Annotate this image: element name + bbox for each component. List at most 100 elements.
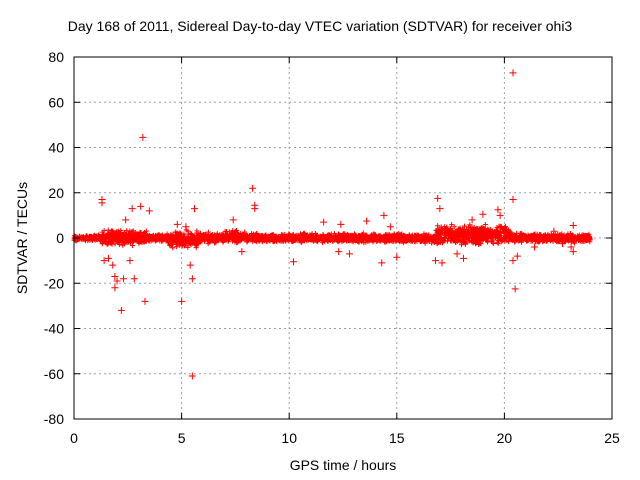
band-point [581,238,587,244]
band-point [165,238,171,244]
band-point [416,237,422,243]
band-point [484,234,490,240]
band-point [314,238,320,244]
band-point [168,242,174,248]
band-point [494,224,500,230]
band-point [280,235,286,241]
band-point [462,241,468,247]
outlier-point [567,243,575,251]
band-point [260,238,266,244]
band-point [471,231,477,237]
band-point [130,243,136,249]
outlier-point [111,284,119,292]
band-point [141,235,147,241]
band-point [474,233,480,239]
outlier-point [380,211,388,219]
band-point [223,235,229,241]
band-point [449,222,455,228]
band-point [255,236,261,242]
band-point [224,231,230,237]
band-point [282,231,288,237]
band-point [410,234,416,240]
band-point [548,235,554,241]
band-point [222,228,228,234]
x-tick-label: 25 [604,430,620,446]
outlier-point [229,216,237,224]
band-point [239,234,245,240]
y-tick-label: 40 [48,140,64,156]
band-point [300,237,306,243]
band-point [159,233,165,239]
outlier-point [453,250,461,258]
band-point [330,234,336,240]
band-point [327,232,333,238]
outlier-point [251,201,259,209]
outlier-point [479,210,487,218]
outlier-point [173,220,181,228]
band-point [527,233,533,239]
band-point [202,236,208,242]
band-point [434,241,440,247]
outlier-point [122,216,130,224]
outlier-point [109,261,117,269]
band-point [284,237,290,243]
band-point [189,240,195,246]
dense-band-points [71,222,593,251]
band-point [451,224,457,230]
band-point [112,230,118,236]
outlier-point [550,227,558,235]
band-point [421,239,427,245]
band-point [413,233,419,239]
band-point [446,236,452,242]
band-point [542,232,548,238]
outlier-point [186,261,194,269]
band-point [227,233,233,239]
band-point [96,233,102,239]
band-point [245,237,251,243]
band-point [584,233,590,239]
band-point [225,238,231,244]
outlier-point [100,257,108,265]
band-point [558,236,564,242]
y-tick-label: 80 [48,49,64,65]
band-point [487,228,493,234]
band-point [272,236,278,242]
outlier-point [130,275,138,283]
band-point [111,234,117,240]
outlier-point [468,216,476,224]
band-point [452,236,458,242]
band-point [435,223,441,229]
band-point [333,235,339,241]
band-point [250,234,256,240]
outlier-point [434,194,442,202]
outlier-point [188,372,196,380]
band-point [74,236,80,242]
band-point [232,229,238,235]
band-point [426,238,432,244]
band-point [524,236,530,242]
outlier-point [238,248,246,256]
band-point [297,231,303,237]
outlier-point [119,275,127,283]
band-point [459,236,465,242]
band-point [438,227,444,233]
x-tick-label: 10 [281,430,297,446]
band-point [492,232,498,238]
band-point [529,235,535,241]
band-point [132,237,138,243]
band-point [561,233,567,239]
band-point [409,235,415,241]
band-point [117,242,123,248]
axis-ticks: 0 5 10 15 20 25 -80 -60 -40 -20 0 20 40 60 80 [44,49,620,446]
band-point [456,229,462,235]
band-point [127,240,133,246]
outlier-point [531,243,539,251]
band-point [536,237,542,243]
band-point [497,223,503,229]
band-point [238,230,244,236]
outlier-point [436,205,444,213]
band-point [490,241,496,247]
outlier-point [188,275,196,283]
band-point [179,237,185,243]
band-point [464,229,470,235]
